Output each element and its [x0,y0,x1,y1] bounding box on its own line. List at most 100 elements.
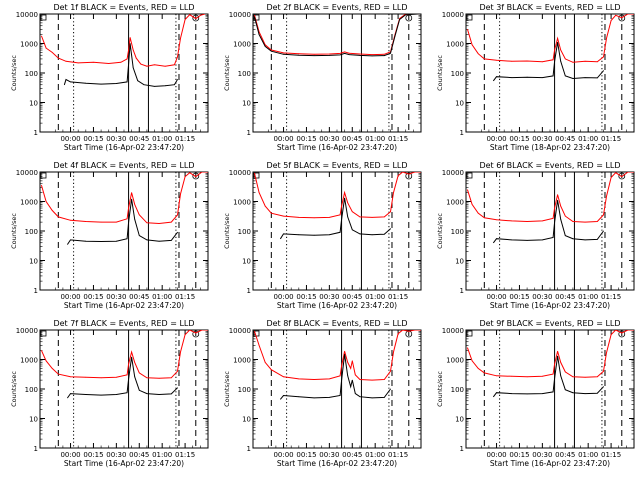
lld-data-point [606,352,607,354]
lld-data-point [264,205,266,207]
x-tick-label: 00:30 [532,293,552,301]
lld-data-point [526,376,528,378]
lld-data-point [180,37,181,39]
lld-data-point [93,61,94,63]
x-tick-label: 00:30 [532,451,552,459]
lld-data-point [359,53,361,55]
events-data-point [354,393,356,394]
lld-data-point [184,334,186,335]
x-axis-label: Start Time (16-Apr-02 23:47:20) [64,301,184,310]
series-group [41,14,206,87]
lld-data-point [254,172,255,174]
y-tick-label: 100 [25,386,38,394]
events-data-point [116,83,117,84]
events-data-point [177,387,178,389]
x-tick-label: 00:00 [273,293,293,301]
lld-data-point [627,172,629,173]
x-tick-label: 00:45 [129,135,149,143]
corner-marker [405,172,413,180]
events-data-point [554,377,555,379]
x-tick-label: 00:15 [509,451,529,459]
y-tick-label: 10000 [229,11,251,19]
lld-data-point [560,362,562,363]
lld-data-point [471,360,473,362]
x-axis-label: Start Time (16-Apr-02 23:47:20) [277,459,397,468]
events-data-point [283,395,284,396]
lld-data-point [126,58,128,60]
lld-data-point [339,214,341,216]
lld-data-point [51,368,53,369]
lld-data-point [140,63,142,65]
lld-data-point [526,221,528,222]
x-tick-label: 00:00 [60,135,80,143]
events-data-point [85,82,87,84]
lld-data-point [496,219,497,221]
lld-data-point [283,52,284,54]
events-data-point [351,379,353,381]
x-tick-label: 00:30 [106,451,126,459]
events-data-point [399,19,400,20]
lld-data-point [477,53,479,55]
panel-title: Det 4f BLACK = Events, RED = LLD [53,161,194,170]
events-data-point [85,240,87,242]
x-tick-label: 01:00 [578,135,598,143]
events-data-point [132,67,134,69]
lld-data-point [354,374,356,376]
events-data-point [339,231,341,233]
events-data-point [359,233,361,235]
corner-marker [618,330,626,338]
events-data-point [552,391,554,393]
plot-frame [465,329,635,449]
x-tick-label: 01:15 [388,293,408,301]
lld-data-point [467,29,468,30]
lld-data-point [207,330,208,331]
x-tick-label: 00:15 [296,135,316,143]
events-data-point [584,77,586,78]
corner-marker [40,172,47,179]
lld-data-point [41,185,42,186]
events-data-point [126,81,128,83]
lld-data-point [347,362,349,363]
events-data-point [560,375,562,377]
lld-data-point [621,332,623,334]
plot-frame [39,13,209,133]
x-tick-label: 00:15 [83,135,103,143]
x-tick-label: 00:45 [555,135,575,143]
detector-panel-2: Det 2f BLACK = Events, RED = LLD 1 10 100 10… [223,3,422,152]
lld-data-point [621,176,623,178]
lld-data-point [554,207,555,209]
lld-data-point [283,215,284,217]
lld-data-point [584,376,586,378]
lld-data-point [467,189,468,191]
events-data-point [339,395,341,396]
events-data-point [329,55,330,56]
lld-data-point [164,65,166,67]
x-axis-label: Start Time (16-Apr-02 23:47:20) [64,459,184,468]
events-data-point [116,394,117,395]
panel-title: Det 5f BLACK = Events, RED = LLD [266,161,407,170]
lld-data-point [390,211,391,213]
events-data-point [131,356,133,358]
events-data-point [100,394,102,396]
events-data-point [542,393,543,394]
lld-data-point [339,53,341,54]
events-data-point [64,84,65,86]
lld-data-point [100,377,102,379]
lld-data-point [120,61,122,63]
series-group [467,172,634,244]
events-data-point [129,43,131,44]
x-tick-label: 00:30 [319,451,339,459]
x-tick-label: 00:30 [319,135,339,143]
lld-series-line [254,330,421,381]
y-tick-label: 1000 [233,199,251,207]
lld-data-point [606,37,607,39]
events-series-line [280,198,391,239]
lld-data-point [552,59,554,61]
lld-data-point [146,377,148,379]
events-data-point [560,218,562,220]
lld-data-point [414,330,416,331]
lld-data-point [557,194,558,196]
corner-marker [253,172,260,179]
y-tick-label: 10000 [442,327,464,335]
events-data-point [348,54,350,55]
